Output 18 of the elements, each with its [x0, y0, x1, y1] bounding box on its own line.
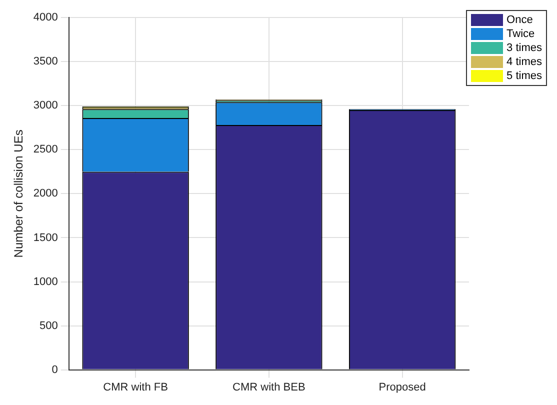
legend-label: 5 times [506, 70, 542, 82]
y-tick-label: 1000 [33, 276, 58, 288]
y-tick-label: 2000 [33, 188, 58, 200]
x-tick-label: CMR with BEB [232, 381, 306, 394]
x-tick-label: Proposed [378, 381, 426, 394]
y-tick-label: 1500 [33, 232, 58, 244]
legend-label: Twice [506, 28, 535, 40]
y-tick-label: 3000 [33, 100, 58, 112]
y-tick-label: 0 [52, 364, 58, 376]
legend-label: 4 times [506, 56, 542, 68]
y-tick-label: 500 [40, 320, 58, 332]
y-tick-label: 4000 [33, 12, 58, 24]
x-tick-label: CMR with FB [103, 381, 168, 394]
y-tick-label: 3500 [33, 56, 58, 68]
y-tick-label: 2500 [33, 144, 58, 156]
legend-label: Once [506, 14, 533, 26]
legend-label: 3 times [506, 42, 542, 54]
y-axis-title: Number of collision UEs [12, 130, 26, 258]
